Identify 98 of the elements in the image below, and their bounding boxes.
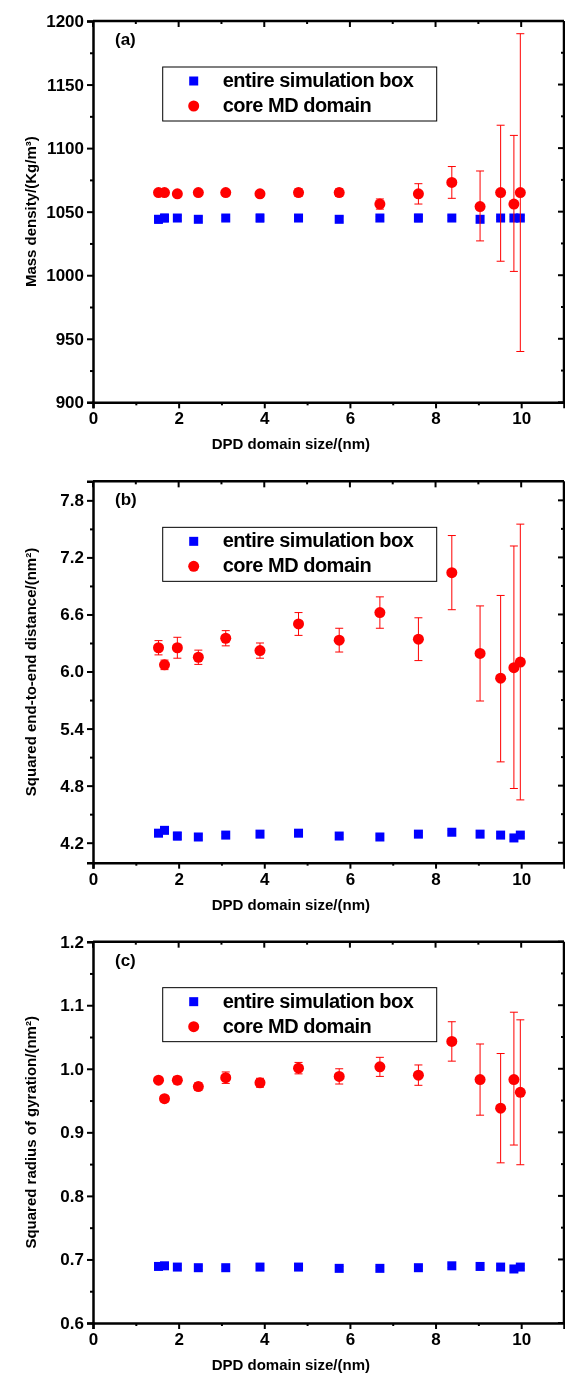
point xyxy=(508,1074,520,1086)
y-tick-label: 1150 xyxy=(47,75,84,95)
point xyxy=(495,1102,507,1114)
y-tick-label: 1200 xyxy=(46,11,84,31)
annotation: (c) xyxy=(115,950,136,970)
point xyxy=(474,201,486,213)
point xyxy=(446,1035,458,1047)
point xyxy=(193,832,203,842)
point xyxy=(193,214,203,224)
x-tick-label: 2 xyxy=(174,869,184,889)
point xyxy=(160,825,170,835)
x-tick-label: 8 xyxy=(431,1330,441,1350)
y-tick-label: 6.6 xyxy=(60,605,84,625)
x-tick-label: 0 xyxy=(88,409,99,429)
y-tick-label: 0.8 xyxy=(60,1186,84,1206)
point xyxy=(254,188,266,200)
y-tick-label: 1000 xyxy=(46,266,84,286)
point xyxy=(446,176,458,188)
y-tick-label: 4.8 xyxy=(60,776,84,796)
x-tick-label: 4 xyxy=(260,409,271,429)
y-tick-label: 900 xyxy=(55,393,84,413)
y-tick-label: 0.6 xyxy=(60,1313,84,1333)
x-tick-label: 10 xyxy=(512,869,532,889)
point xyxy=(412,1069,424,1081)
y-tick-label: 6.0 xyxy=(60,662,84,682)
y-tick-label: 7.8 xyxy=(60,491,84,511)
y-tick-label: 0.7 xyxy=(60,1250,84,1270)
x-tick-label: 10 xyxy=(512,1330,532,1350)
point xyxy=(514,1086,526,1098)
point xyxy=(294,1262,304,1272)
point xyxy=(172,213,182,223)
point xyxy=(160,1261,170,1271)
y-tick-label: 1.2 xyxy=(60,932,84,952)
point xyxy=(514,656,526,668)
point xyxy=(374,1061,386,1073)
annotation: (b) xyxy=(115,490,137,510)
point xyxy=(192,187,204,199)
x-tick-label: 2 xyxy=(174,409,184,429)
y-tick-label: 7.2 xyxy=(60,548,84,568)
legend-label: entire simulation box xyxy=(222,529,414,552)
legend-label: entire simulation box xyxy=(222,69,414,91)
legend-label: entire simulation box xyxy=(222,989,414,1012)
point xyxy=(412,188,424,200)
point xyxy=(255,829,265,839)
point xyxy=(255,1262,265,1272)
point xyxy=(474,647,486,659)
y-tick-label: 950 xyxy=(55,329,84,349)
point xyxy=(294,828,304,838)
x-tick-label: 4 xyxy=(260,1330,271,1350)
point xyxy=(221,213,231,223)
point xyxy=(412,633,424,645)
point xyxy=(475,1261,485,1271)
point xyxy=(153,1074,165,1086)
y-tick-label: 4.2 xyxy=(60,833,84,853)
x-tick-label: 6 xyxy=(345,409,356,429)
x-axis-title: DPD domain size/(nm) xyxy=(211,435,370,453)
y-tick-label: 1100 xyxy=(47,139,84,159)
y-axis-title: Mass density/(Kg/m³) xyxy=(22,136,39,288)
point xyxy=(333,634,345,646)
x-tick-label: 10 xyxy=(512,409,532,429)
point xyxy=(171,642,183,654)
x-axis-title: DPD domain size/(nm) xyxy=(211,895,370,913)
y-tick-label: 1.0 xyxy=(60,1059,84,1079)
point xyxy=(495,187,507,199)
y-tick-label: 1050 xyxy=(46,202,84,222)
point xyxy=(293,618,305,630)
x-tick-label: 8 xyxy=(431,409,441,429)
y-axis-title: Squared end-to-end distance/(nm²) xyxy=(22,547,39,797)
point xyxy=(413,1263,423,1273)
y-tick-label: 5.4 xyxy=(60,719,85,739)
y-tick-label: 1.1 xyxy=(60,996,84,1016)
legend-label: core MD domain xyxy=(222,554,372,577)
annotation: (a) xyxy=(115,30,136,49)
legend-label: core MD domain xyxy=(222,1014,372,1037)
legend-label: core MD domain xyxy=(222,94,372,116)
point xyxy=(446,567,458,579)
point xyxy=(294,213,304,223)
point xyxy=(447,213,457,223)
point xyxy=(514,187,526,199)
x-tick-label: 4 xyxy=(260,869,271,889)
y-axis-title: Squared radius of gyration/(nm²) xyxy=(22,1016,39,1249)
point xyxy=(334,214,344,224)
point xyxy=(474,1074,486,1086)
point xyxy=(413,829,423,839)
x-tick-label: 2 xyxy=(174,1330,184,1350)
x-tick-label: 6 xyxy=(345,1330,356,1350)
point xyxy=(495,672,507,684)
point xyxy=(374,607,386,619)
x-tick-label: 8 xyxy=(431,869,441,889)
y-tick-label: 0.9 xyxy=(60,1123,84,1143)
x-tick-label: 6 xyxy=(345,869,356,889)
point xyxy=(475,829,485,839)
point xyxy=(220,187,232,199)
x-tick-label: 0 xyxy=(88,1330,99,1350)
point xyxy=(171,188,183,200)
point xyxy=(508,198,520,210)
x-tick-label: 0 xyxy=(88,869,99,889)
x-axis-title: DPD domain size/(nm) xyxy=(211,1356,370,1373)
